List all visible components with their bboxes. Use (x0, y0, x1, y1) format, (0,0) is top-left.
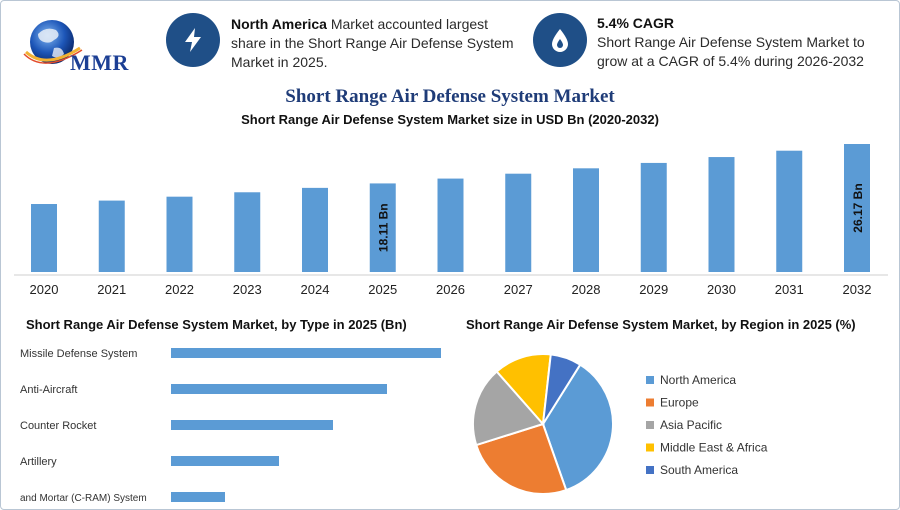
type-bar-2 (171, 420, 333, 430)
type-label-4: and Mortar (C-RAM) System (20, 493, 147, 504)
main-title: Short Range Air Defense System Market (285, 86, 615, 107)
pie-slice-2 (472, 370, 545, 447)
bar-2031 (776, 150, 803, 272)
legend-label-2: Asia Pacific (660, 418, 722, 432)
bar-2020 (31, 204, 57, 272)
flame-drop-icon (533, 13, 587, 67)
bar-2028 (573, 168, 599, 272)
pie-slice-1 (474, 422, 568, 495)
cagr-text: Short Range Air Defense System Market to… (597, 34, 865, 69)
info1-text: Market accounted largest share in the Sh… (231, 16, 514, 70)
legend-label-1: Europe (660, 396, 699, 410)
bar-2027 (505, 173, 532, 272)
x-tick-2030: 2030 (707, 282, 736, 297)
data-label-2032: 26.17 Bn (851, 183, 865, 232)
type-label-0: Missile Defense System (20, 348, 137, 360)
type-label-3: Artillery (20, 456, 57, 468)
lightning-icon (166, 13, 220, 67)
type-label-2: Counter Rocket (20, 420, 96, 432)
x-tick-2021: 2021 (97, 282, 126, 297)
pie-slice-3 (495, 353, 552, 427)
legend-label-3: Middle East & Africa (660, 441, 768, 455)
bar-2032 (844, 144, 870, 272)
x-tick-2028: 2028 (572, 282, 601, 297)
x-tick-2020: 2020 (30, 282, 59, 297)
legend-swatch-3 (646, 443, 654, 452)
bar-2026 (437, 178, 464, 272)
pie-slice-4 (542, 353, 582, 425)
legend-swatch-4 (646, 466, 654, 474)
x-tick-2032: 2032 (843, 282, 872, 297)
type-label-1: Anti-Aircraft (20, 384, 77, 396)
x-tick-2022: 2022 (165, 282, 194, 297)
legend-swatch-1 (646, 398, 654, 407)
globe-icon (23, 20, 83, 64)
x-tick-2025: 2025 (368, 282, 397, 297)
bar-2023 (234, 192, 261, 272)
legend-swatch-2 (646, 421, 654, 429)
type-bar-4 (171, 492, 225, 502)
x-tick-2024: 2024 (301, 282, 330, 297)
bar-2021 (98, 200, 125, 272)
bar-2024 (302, 187, 328, 272)
cagr-title: 5.4% CAGR (597, 15, 675, 31)
mmr-logo: MMR (16, 8, 140, 80)
x-tick-2023: 2023 (233, 282, 262, 297)
x-tick-2026: 2026 (436, 282, 465, 297)
x-tick-2031: 2031 (775, 282, 804, 297)
region-chart-title: Short Range Air Defense System Market, b… (466, 317, 856, 332)
x-tick-2027: 2027 (504, 282, 533, 297)
type-bar-0 (171, 348, 441, 358)
x-tick-2029: 2029 (639, 282, 668, 297)
bar-2029 (640, 162, 667, 272)
logo-text: MMR (70, 50, 129, 75)
bar-2030 (708, 157, 735, 272)
bar-chart-title: Short Range Air Defense System Market si… (241, 112, 659, 127)
info1-bold: North America (231, 16, 327, 32)
info-north-america: North America Market accounted largest s… (231, 15, 521, 72)
type-bar-3 (171, 456, 279, 466)
bar-2022 (166, 196, 193, 272)
info-cagr: 5.4% CAGR Short Range Air Defense System… (597, 14, 887, 71)
legend-swatch-0 (646, 376, 654, 384)
data-label-2025: 18.11 Bn (377, 203, 391, 252)
bar-2025 (369, 183, 396, 272)
type-chart-title: Short Range Air Defense System Market, b… (26, 317, 407, 332)
type-bar-1 (171, 384, 387, 394)
legend-label-0: North America (660, 373, 736, 387)
pie-slice-0 (541, 363, 614, 492)
legend-label-4: South America (660, 463, 738, 477)
